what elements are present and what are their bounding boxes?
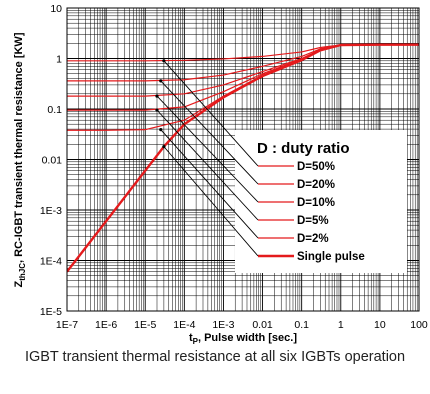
y-axis-label-main: Z [13,280,25,287]
x-tick-label: 1E-7 [56,319,78,331]
legend-pointer-line [156,109,259,221]
chart-svg: D : duty ratio D=50% D=20% D=10% D=5% D=2% Si… [13,3,428,346]
figure-caption: IGBT transient thermal resistance at all… [24,349,406,365]
legend: D : duty ratio D=50% D=20% D=10% D=5% D=2% Si… [155,59,407,273]
y-tick-label: 1E-5 [40,306,62,318]
legend-pointer-dot [162,145,166,149]
legend-pointer-dot [159,79,163,83]
x-axis-label-main: t [189,332,193,344]
x-tick-label: 0.1 [294,319,309,331]
legend-pointer-line [163,60,259,167]
y-axis-label-rest: , RC-IGBT transient thermal resistance [… [13,32,25,263]
x-tick-label: 1E-5 [134,319,156,331]
x-axis-label-rest: , Pulse width [sec.] [198,332,297,344]
legend-entry-label: D=10% [297,197,335,209]
x-axis-label: tP, Pulse width [sec.] [189,332,297,346]
legend-pointer-line [160,129,259,239]
y-tick-label: 1 [56,54,62,66]
x-tick-label: 0.01 [252,319,273,331]
legend-pointer-line [160,80,259,185]
y-tick-label: 10 [50,3,62,15]
series-lines [67,43,419,273]
y-tick-label: 0.1 [47,104,62,116]
legend-entry-label: D=5% [297,215,329,227]
legend-entry-label: D=2% [297,233,329,245]
legend-pointer-dot [162,59,166,63]
x-tick-label: 1E-3 [212,319,234,331]
legend-title: D : duty ratio [257,140,350,157]
tick-labels: 1E-7 1E-6 1E-5 1E-4 1E-3 0.01 0.1 1 10 100 1E-5 1E-… [40,3,428,331]
y-axis-label: ZthJC, RC-IGBT transient thermal resista… [13,32,27,287]
legend-entry-label: D=50% [297,161,335,173]
legend-pointer-dot [159,128,163,132]
legend-entry-label: Single pulse [297,251,365,263]
y-tick-label: 0.01 [42,155,63,167]
y-tick-label: 1E-4 [40,256,62,268]
x-tick-label: 1E-4 [173,319,195,331]
x-tick-label: 100 [410,319,428,331]
series-line [67,43,419,273]
legend-pointer-dot [155,108,159,112]
legend-entry-label: D=20% [297,179,335,191]
x-tick-label: 1 [338,319,344,331]
y-axis-label-sub: thJC [18,263,27,281]
plot-frame [66,7,420,312]
x-tick-label: 10 [374,319,386,331]
legend-pointer-line [156,95,259,203]
x-axis-label-sub: P [193,337,199,346]
y-tick-label: 1E-3 [40,205,62,217]
legend-pointer-dot [155,94,159,98]
x-tick-label: 1E-6 [95,319,117,331]
legend-pointer-line [163,146,259,257]
